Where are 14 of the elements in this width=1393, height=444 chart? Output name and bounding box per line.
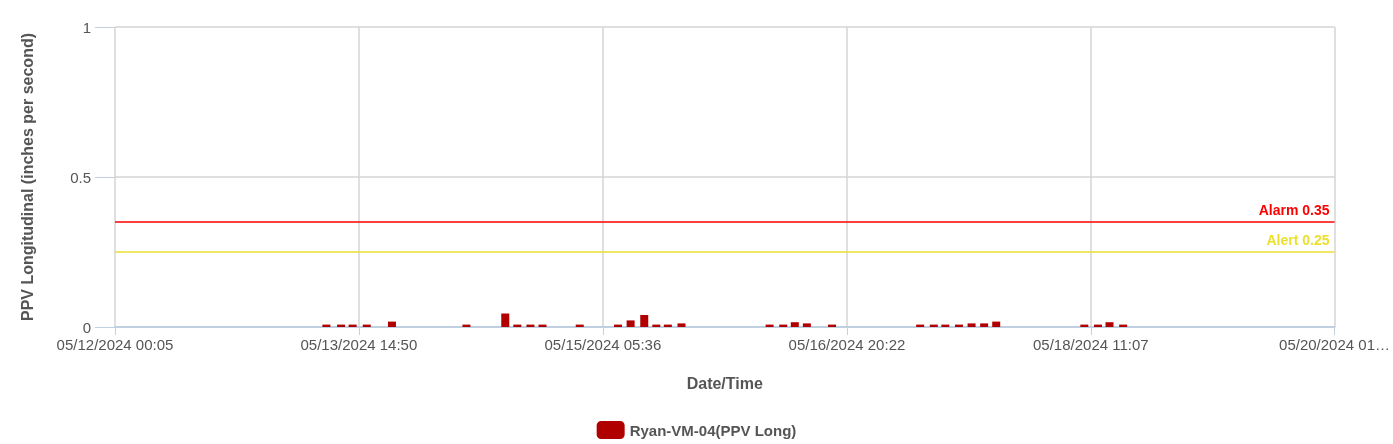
x-tick-label: 05/18/2024 11:07	[1033, 336, 1149, 353]
x-tick-label: 05/13/2024 14:50	[300, 336, 418, 353]
ref-line-label: Alert 0.25	[1266, 232, 1330, 248]
x-tick-label: 05/16/2024 20:22	[788, 336, 906, 353]
x-tick-label: 05/12/2024 00:05	[56, 336, 174, 353]
x-axis-title: Date/Time	[686, 374, 763, 392]
y-tick-label: 0.5	[70, 168, 91, 186]
x-tick-label: 05/15/2024 05:36	[544, 336, 662, 353]
y-axis-title: PPV Longitudinal (inches per second)	[18, 32, 36, 322]
ref-line-label: Alarm 0.35	[1258, 202, 1330, 218]
legend-label: Ryan-VM-04(PPV Long)	[629, 421, 797, 439]
x-tick-label: 05/20/2024 01…	[1279, 336, 1391, 353]
y-tick-label: 0	[82, 318, 91, 336]
y-tick-label: 1	[82, 18, 91, 36]
